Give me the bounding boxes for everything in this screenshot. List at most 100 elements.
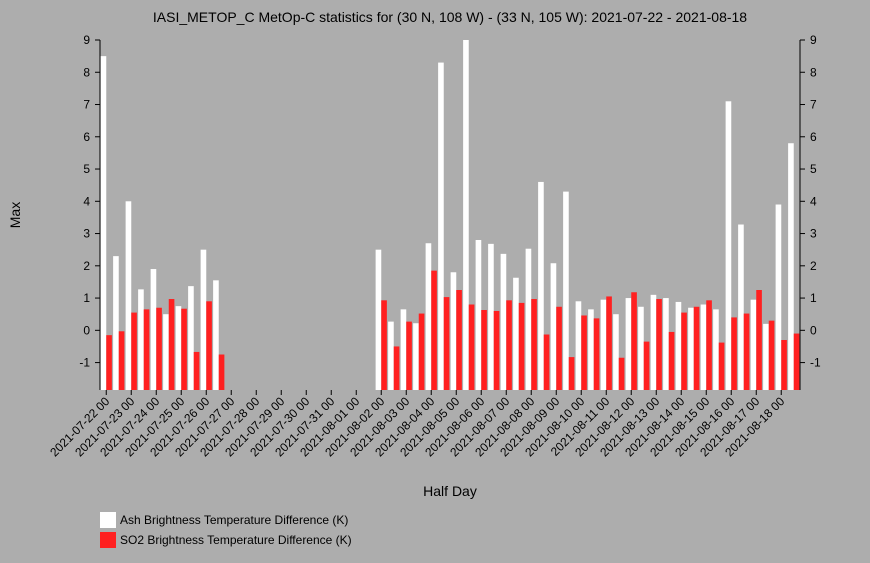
y2-tick-label: 5 xyxy=(810,162,817,176)
bar xyxy=(118,331,125,390)
y-tick-label: 5 xyxy=(83,162,90,176)
y2-tick-label: 4 xyxy=(810,194,817,208)
y2-tick-label: 1 xyxy=(810,291,817,305)
legend-label: SO2 Brightness Temperature Difference (K… xyxy=(120,533,352,547)
bar xyxy=(781,340,787,390)
bar xyxy=(793,333,800,390)
bar xyxy=(638,306,644,390)
bar xyxy=(581,315,587,390)
bar xyxy=(763,323,769,390)
bar xyxy=(418,313,425,390)
bar xyxy=(681,312,687,390)
bar xyxy=(375,249,382,390)
legend-swatch xyxy=(100,512,116,528)
y-tick-label: 3 xyxy=(83,227,90,241)
bar xyxy=(525,248,532,390)
y-axis-label: Max xyxy=(7,202,23,228)
bar xyxy=(775,204,782,390)
bar xyxy=(543,334,550,390)
bar xyxy=(213,280,219,390)
bar xyxy=(743,313,750,390)
bar xyxy=(506,300,512,390)
bar xyxy=(200,249,207,390)
bar xyxy=(731,317,737,390)
y-tick-label: 0 xyxy=(83,323,90,337)
y2-tick-label: 2 xyxy=(810,259,817,273)
bar xyxy=(488,243,494,390)
bar xyxy=(175,306,182,390)
bar xyxy=(650,294,657,390)
y-tick-label: -1 xyxy=(79,356,90,370)
bar xyxy=(393,346,400,390)
bar xyxy=(163,314,169,390)
bar xyxy=(600,299,607,390)
bar xyxy=(738,224,744,390)
bar xyxy=(168,299,175,390)
y2-tick-label: -1 xyxy=(810,356,821,370)
y-tick-label: 6 xyxy=(83,130,90,144)
bar xyxy=(106,335,112,390)
bar xyxy=(218,354,225,390)
bar xyxy=(700,304,707,390)
bar xyxy=(550,263,557,390)
bar xyxy=(150,269,157,390)
bar xyxy=(718,342,725,390)
y-tick-label: 1 xyxy=(83,291,90,305)
bar xyxy=(381,300,387,390)
y2-tick-label: 7 xyxy=(810,98,817,112)
bar xyxy=(518,302,525,390)
bar xyxy=(613,314,619,390)
bar xyxy=(425,243,432,390)
bar xyxy=(206,301,212,390)
bar xyxy=(556,306,562,390)
bar xyxy=(493,310,500,390)
bar xyxy=(725,101,732,391)
y-tick-label: 9 xyxy=(83,33,90,47)
y2-tick-label: 3 xyxy=(810,227,817,241)
y2-tick-label: 6 xyxy=(810,130,817,144)
bar xyxy=(500,253,507,390)
bar xyxy=(406,321,412,390)
bar xyxy=(575,301,582,390)
chart-title: IASI_METOP_C MetOp-C statistics for (30 … xyxy=(153,9,747,25)
bar xyxy=(675,301,682,390)
bar xyxy=(663,298,669,390)
bar xyxy=(100,56,107,391)
bar xyxy=(656,299,662,390)
bar xyxy=(431,270,437,390)
bar xyxy=(768,320,775,390)
bar xyxy=(125,201,132,390)
bar xyxy=(688,307,694,390)
bar xyxy=(593,318,600,390)
bar xyxy=(606,296,612,390)
bar xyxy=(181,308,187,390)
bar xyxy=(188,286,194,390)
legend-label: Ash Brightness Temperature Difference (K… xyxy=(120,513,348,527)
bar xyxy=(443,297,450,390)
bar xyxy=(481,310,487,390)
bar xyxy=(693,306,700,390)
bar xyxy=(475,240,482,390)
bar xyxy=(400,309,407,390)
bar xyxy=(588,309,594,390)
bar xyxy=(631,292,637,390)
bar xyxy=(531,299,537,390)
bar xyxy=(643,341,650,390)
y-tick-label: 7 xyxy=(83,98,90,112)
bar xyxy=(750,299,757,390)
y2-tick-label: 9 xyxy=(810,33,817,47)
bar xyxy=(388,321,394,390)
bar xyxy=(131,312,137,390)
bar xyxy=(538,181,544,390)
bar xyxy=(468,304,475,390)
y-tick-label: 8 xyxy=(83,65,90,79)
y2-tick-label: 0 xyxy=(810,323,817,337)
bar xyxy=(156,307,162,390)
bar xyxy=(138,289,144,390)
bar xyxy=(143,309,150,390)
bar xyxy=(568,357,575,390)
bar xyxy=(113,256,119,390)
bar xyxy=(456,290,462,390)
bar xyxy=(713,309,719,390)
